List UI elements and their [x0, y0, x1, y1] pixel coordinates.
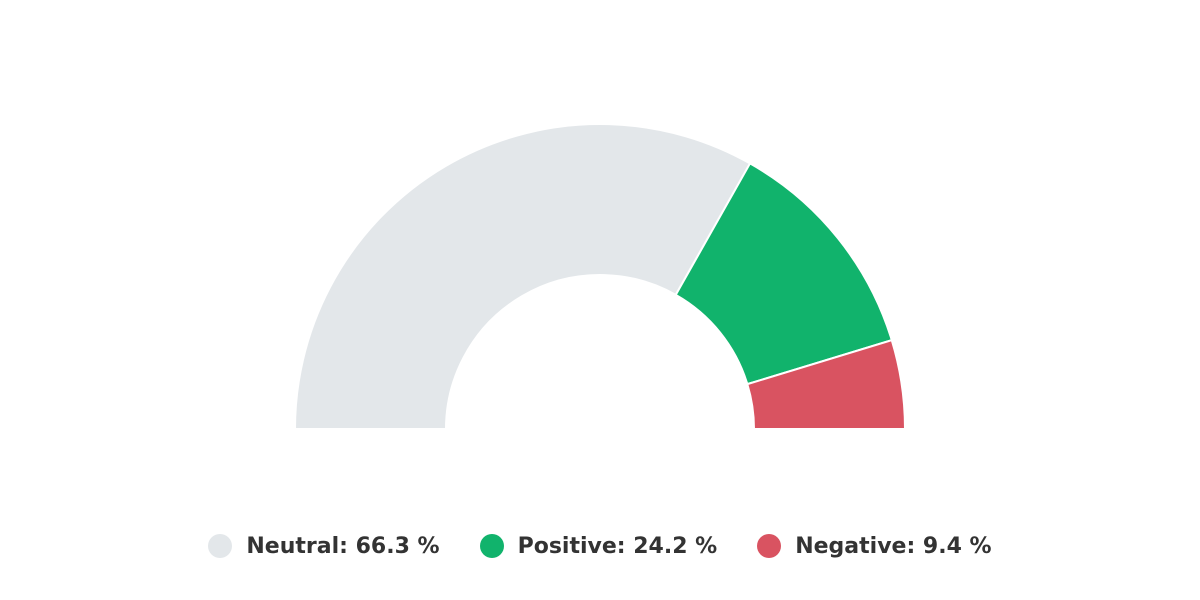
legend-item-positive[interactable]: Positive: 24.2 %	[479, 533, 718, 559]
legend-swatch-neutral	[208, 534, 233, 558]
chart-legend: Neutral: 66.3 % Positive: 24.2 % Negativ…	[0, 528, 1200, 564]
legend-label-positive: Positive: 24.2 %	[517, 533, 718, 559]
legend-item-neutral[interactable]: Neutral: 66.3 %	[208, 533, 440, 559]
gauge-slice-neutral[interactable]	[294, 123, 751, 430]
legend-label-negative: Negative: 9.4 %	[795, 533, 992, 559]
legend-swatch-negative	[757, 534, 782, 558]
legend-label-neutral: Neutral: 66.3 %	[246, 533, 440, 559]
legend-item-negative[interactable]: Negative: 9.4 %	[757, 533, 992, 559]
gauge-slice-negative[interactable]	[746, 339, 906, 430]
gauge-slices	[294, 123, 906, 430]
legend-swatch-positive	[479, 534, 504, 558]
